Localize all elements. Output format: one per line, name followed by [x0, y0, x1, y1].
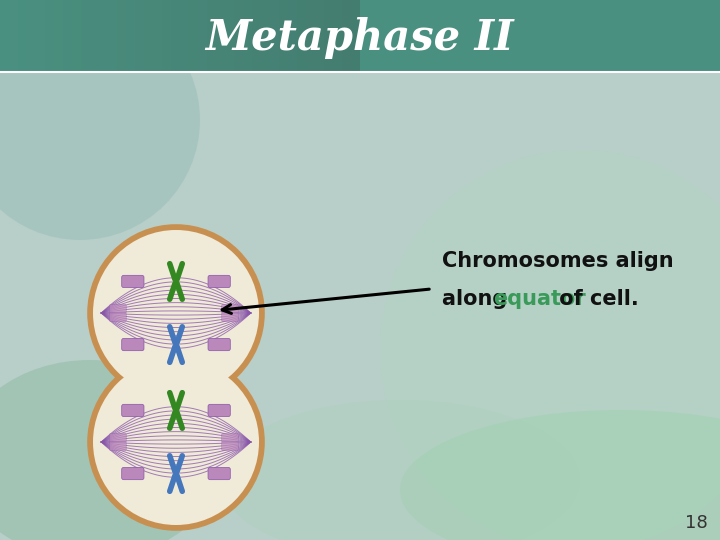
- Bar: [324, 0, 333, 72]
- Ellipse shape: [220, 400, 580, 540]
- Bar: [126, 0, 135, 72]
- Bar: [207, 0, 216, 72]
- Bar: [261, 0, 270, 72]
- Bar: [54, 0, 63, 72]
- Bar: [297, 0, 306, 72]
- Bar: [225, 0, 234, 72]
- Ellipse shape: [380, 150, 720, 540]
- Bar: [180, 0, 189, 72]
- FancyBboxPatch shape: [208, 275, 230, 288]
- FancyBboxPatch shape: [222, 442, 238, 450]
- FancyBboxPatch shape: [109, 442, 126, 450]
- Bar: [117, 0, 126, 72]
- Bar: [306, 0, 315, 72]
- FancyBboxPatch shape: [208, 404, 230, 417]
- Text: equator: equator: [493, 289, 586, 309]
- Bar: [9, 0, 18, 72]
- Bar: [18, 0, 27, 72]
- FancyBboxPatch shape: [122, 468, 144, 480]
- FancyBboxPatch shape: [222, 434, 238, 442]
- Bar: [216, 0, 225, 72]
- Text: along: along: [442, 289, 515, 309]
- Ellipse shape: [0, 360, 220, 540]
- Bar: [27, 0, 36, 72]
- Text: of cell.: of cell.: [552, 289, 639, 309]
- Text: Metaphase II: Metaphase II: [206, 17, 514, 59]
- Bar: [90, 0, 99, 72]
- Ellipse shape: [400, 410, 720, 540]
- FancyBboxPatch shape: [222, 313, 238, 321]
- Bar: [315, 0, 324, 72]
- Bar: [108, 0, 117, 72]
- Circle shape: [87, 353, 265, 531]
- Circle shape: [93, 230, 259, 396]
- Circle shape: [93, 359, 259, 525]
- Circle shape: [87, 224, 265, 402]
- Bar: [135, 0, 144, 72]
- Bar: [36, 0, 45, 72]
- Bar: [153, 0, 162, 72]
- Bar: [351, 0, 360, 72]
- Bar: [342, 0, 351, 72]
- Bar: [81, 0, 90, 72]
- FancyBboxPatch shape: [109, 305, 126, 313]
- Bar: [198, 0, 207, 72]
- FancyBboxPatch shape: [122, 339, 144, 350]
- FancyBboxPatch shape: [222, 305, 238, 313]
- Bar: [72, 0, 81, 72]
- Bar: [243, 0, 252, 72]
- Bar: [234, 0, 243, 72]
- Bar: [0, 0, 720, 72]
- Bar: [99, 0, 108, 72]
- Text: Chromosomes align: Chromosomes align: [442, 251, 674, 271]
- FancyBboxPatch shape: [208, 468, 230, 480]
- Bar: [288, 0, 297, 72]
- Bar: [270, 0, 279, 72]
- Bar: [252, 0, 261, 72]
- Bar: [279, 0, 288, 72]
- Bar: [189, 0, 198, 72]
- Bar: [63, 0, 72, 72]
- Ellipse shape: [0, 0, 200, 240]
- FancyBboxPatch shape: [122, 275, 144, 288]
- Bar: [171, 0, 180, 72]
- Text: 18: 18: [685, 514, 708, 532]
- Bar: [0, 0, 9, 72]
- Bar: [333, 0, 342, 72]
- FancyBboxPatch shape: [109, 434, 126, 442]
- Bar: [162, 0, 171, 72]
- FancyBboxPatch shape: [122, 404, 144, 417]
- Bar: [144, 0, 153, 72]
- FancyBboxPatch shape: [208, 339, 230, 350]
- Bar: [45, 0, 54, 72]
- FancyBboxPatch shape: [109, 313, 126, 321]
